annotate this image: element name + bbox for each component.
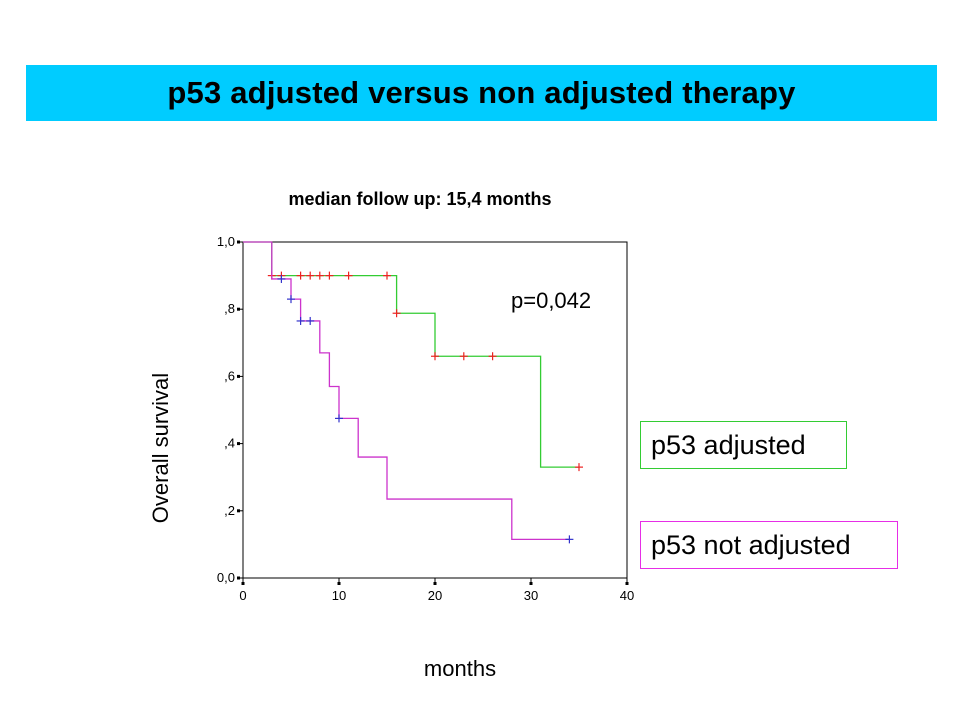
censor-mark-p53-not-adjusted [296, 316, 305, 325]
x-tick-label: 20 [428, 588, 442, 603]
legend-item-p53-adjusted: p53 adjusted [640, 421, 847, 469]
x-tick-label: 10 [332, 588, 346, 603]
y-tick-mark [237, 240, 240, 244]
y-axis-label: Overall survival [148, 372, 173, 524]
legend-label-p53-not-adjusted: p53 not adjusted [651, 529, 851, 560]
censor-mark-p53-adjusted [344, 271, 353, 280]
y-tick-label: ,2 [224, 503, 235, 518]
y-tick-mark [237, 307, 240, 311]
censor-mark-p53-not-adjusted [287, 295, 295, 304]
censor-mark-p53-adjusted [488, 352, 497, 361]
legend-item-p53-not-adjusted: p53 not adjusted [640, 521, 898, 569]
x-tick-label: 30 [524, 588, 538, 603]
x-tick-mark [241, 582, 245, 585]
censor-mark-p53-adjusted [431, 352, 439, 361]
y-tick-label: 1,0 [217, 234, 235, 249]
x-tick-mark [625, 582, 629, 585]
y-tick-label: ,6 [224, 368, 235, 383]
censor-mark-p53-adjusted [315, 271, 324, 280]
censor-mark-p53-adjusted [383, 271, 391, 280]
y-tick-mark [237, 509, 240, 513]
title-banner: p53 adjusted versus non adjusted therapy [26, 65, 937, 121]
censor-mark-p53-adjusted [392, 309, 401, 318]
series-line-p53-not-adjusted [243, 241, 570, 541]
y-tick-label: ,4 [224, 436, 235, 451]
y-tick-mark [237, 576, 240, 580]
legend-label-p53-adjusted: p53 adjusted [651, 429, 806, 460]
chart-series [243, 241, 583, 544]
x-tick-mark [433, 582, 437, 585]
censor-mark-p53-not-adjusted [277, 274, 286, 283]
x-tick-label: 40 [620, 588, 634, 603]
chart-axes: 0,0 ,2 ,4 ,6 ,8 1,0 0 10 20 30 40 [217, 234, 634, 603]
censor-mark-p53-adjusted [575, 463, 583, 472]
page-title: p53 adjusted versus non adjusted therapy [167, 75, 796, 110]
chart-subtitle: median follow up: 15,4 months [288, 189, 552, 209]
censor-mark-p53-adjusted [306, 271, 315, 280]
y-tick-mark [237, 442, 240, 446]
censor-mark-p53-adjusted [459, 352, 468, 361]
y-tick-mark [237, 374, 240, 378]
series-line-p53-adjusted [243, 241, 579, 468]
censor-mark-p53-not-adjusted [335, 414, 343, 423]
x-tick-mark [337, 582, 341, 585]
x-tick-label: 0 [239, 588, 246, 603]
censor-mark-p53-adjusted [296, 271, 305, 280]
p-value-annotation: p=0,042 [511, 288, 592, 313]
y-tick-label: ,8 [224, 301, 235, 316]
censor-mark-p53-adjusted [325, 271, 334, 280]
x-axis-label: months [423, 656, 497, 681]
censor-mark-p53-not-adjusted [565, 535, 574, 544]
y-tick-label: 0,0 [217, 570, 235, 585]
x-tick-mark [529, 582, 533, 585]
censor-mark-p53-not-adjusted [306, 316, 315, 325]
